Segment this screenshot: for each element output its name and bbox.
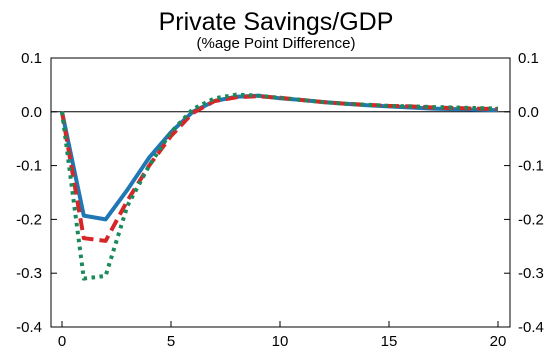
x-tick-label: 0	[58, 333, 66, 350]
y-tick-label-left: -0.3	[16, 265, 42, 282]
y-tick-label-left: 0.1	[21, 50, 42, 67]
x-tick-label: 15	[381, 333, 398, 350]
x-tick-label: 20	[490, 333, 507, 350]
y-tick-label-right: -0.3	[518, 265, 544, 282]
y-tick-label-right: 0.0	[518, 104, 539, 121]
y-tick-label-left: -0.4	[16, 319, 42, 336]
y-tick-label-right: -0.4	[518, 319, 544, 336]
series-dashed-line	[60, 94, 499, 243]
y-tick-label-left: -0.2	[16, 211, 42, 228]
chart-title: Private Savings/GDP	[159, 8, 394, 36]
y-tick-label-right: 0.1	[518, 50, 539, 67]
chart-subtitle: (%age Point Difference)	[197, 35, 356, 52]
y-tick-label-left: -0.1	[16, 158, 42, 175]
x-tick-label: 10	[272, 333, 289, 350]
y-tick-label-right: -0.2	[518, 211, 544, 228]
y-tick-label-right: -0.1	[518, 158, 544, 175]
x-tick-label: 5	[167, 333, 175, 350]
y-tick-label-left: 0.0	[21, 104, 42, 121]
series-solid-line	[60, 93, 499, 222]
series-dotted-line	[60, 92, 499, 281]
